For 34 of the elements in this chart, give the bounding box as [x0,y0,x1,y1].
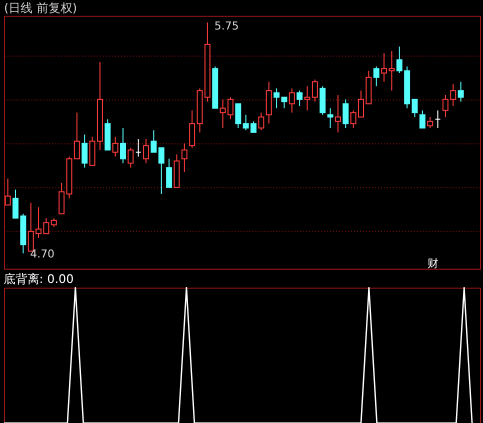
candlestick [189,110,196,148]
annotation: 4.70 [30,247,55,260]
candlestick [150,130,157,153]
candlestick [181,142,188,172]
candlestick [58,182,65,214]
candlestick [327,108,334,128]
candlestick [296,90,303,106]
candlestick [4,178,11,206]
candlestick [135,138,142,158]
candlestick [412,98,418,118]
annotation: 财 [428,256,439,270]
chart-title: 底背离: 0.00 [3,272,74,286]
candlestick [128,147,134,168]
candlestick [434,110,441,128]
candlestick [342,98,349,128]
candlestick [304,86,310,111]
candlestick [74,112,80,160]
candlestick [158,147,164,194]
candlestick [166,158,172,188]
candlestick [419,110,426,128]
annotation: 5.75 [214,19,239,32]
candlestick [112,136,118,158]
candlestick [235,103,242,128]
candlestick [288,88,295,114]
chart-title: (日线 前复权) [4,0,78,15]
candlestick [258,112,264,131]
candlestick [458,81,464,102]
candlestick [312,79,318,102]
candlestick [82,134,88,168]
candlestick [373,66,380,87]
candlestick [427,116,434,128]
candlestick [120,127,126,164]
candlestick [143,138,150,164]
candlestick [334,94,341,133]
